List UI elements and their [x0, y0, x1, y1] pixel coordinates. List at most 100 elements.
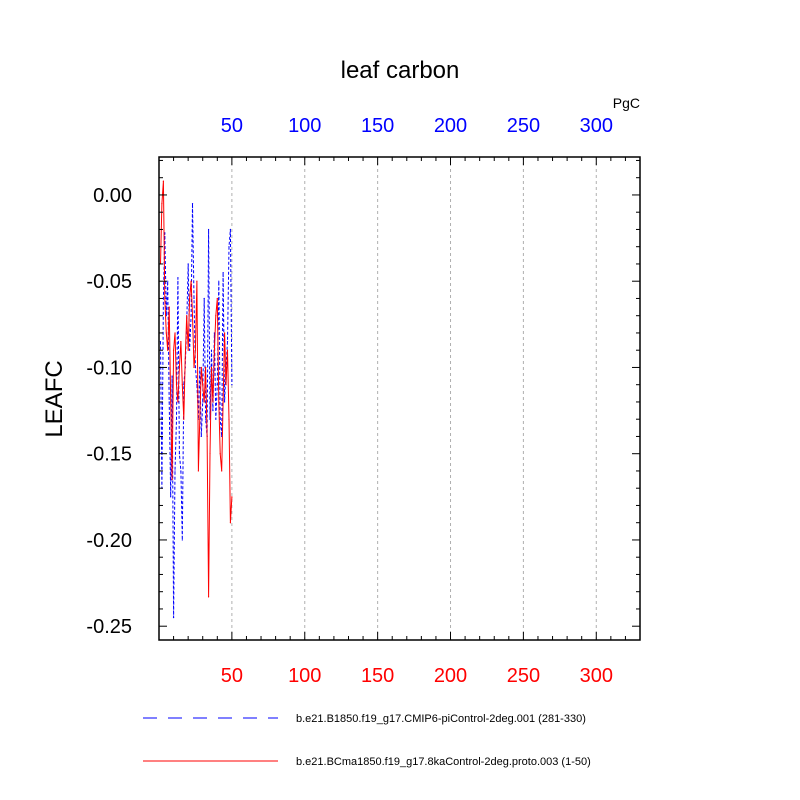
series-0-point: [168, 401, 170, 403]
series-0-point: [222, 271, 224, 274]
series-1-point: [231, 496, 233, 498]
series-1-point: [222, 401, 224, 403]
series-1-point: [225, 384, 227, 386]
series-1-point: [177, 401, 179, 403]
series-1-point: [183, 418, 185, 420]
series-1-point: [228, 418, 230, 420]
series-0-point: [205, 418, 207, 420]
series-1-point: [184, 358, 186, 360]
series-1-point: [218, 401, 220, 403]
legend: b.e21.B1850.f19_g17.CMIP6-piControl-2deg…: [143, 713, 591, 768]
series-0-point: [223, 401, 226, 403]
series-0-point: [226, 340, 229, 343]
series-0-point: [196, 384, 198, 386]
series-1-point: [181, 384, 183, 386]
legend-label-1: b.e21.BCma1850.f19_g17.8kaControl-2deg.p…: [296, 756, 591, 768]
series-0-point: [219, 418, 221, 420]
series-1-point: [197, 470, 199, 472]
series-0-point: [218, 280, 220, 282]
series-0-point: [199, 366, 201, 369]
x-tick-label-top: 200: [434, 115, 467, 137]
y-tick-label: -0.15: [86, 444, 132, 466]
series-0-point: [177, 277, 179, 279]
series-0-point: [212, 409, 214, 412]
series-0-point: [171, 375, 173, 377]
series-0-point: [202, 401, 204, 403]
x-tick-label-top: 250: [507, 115, 540, 137]
x-tick-label-bottom: 300: [580, 665, 613, 687]
series-0-point: [178, 453, 181, 455]
series-1-point: [172, 349, 175, 351]
x-tick-label-bottom: 100: [288, 665, 321, 687]
series-0-point: [174, 470, 176, 472]
y-axis-label: LEAFC: [41, 360, 68, 437]
series-1-point: [213, 349, 215, 351]
series-1-point: [180, 340, 182, 343]
series-0-point: [175, 418, 178, 420]
series-1-point: [161, 202, 163, 205]
series-1-point: [199, 418, 201, 420]
y-tick-label: 0.00: [93, 185, 132, 207]
series-1-point: [206, 435, 208, 438]
x-tick-label-bottom: 150: [361, 665, 394, 687]
series-1-point: [196, 280, 198, 282]
series-0-point: [180, 470, 182, 472]
series-0-point: [194, 366, 197, 369]
series-1-point: [210, 366, 213, 369]
series-0-point: [172, 616, 175, 619]
x-tick-label-bottom: 250: [507, 665, 540, 687]
series-0-point: [162, 297, 164, 300]
series-1-point: [229, 522, 232, 524]
series-1-point: [215, 315, 217, 317]
series-0-point: [228, 246, 230, 248]
series-1-point: [165, 332, 167, 334]
series-1-point: [209, 453, 211, 455]
series-lines: [159, 180, 233, 619]
series-0-point: [203, 297, 205, 300]
axis-tick-labels: 50 50 100 100 150 150 200 200 250 250 300 300 0.00 -0…: [86, 115, 613, 687]
x-tick-label-bottom: 200: [434, 665, 467, 687]
series-0-point: [187, 263, 189, 265]
y-tick-label: -0.20: [86, 530, 132, 552]
series-0-point: [181, 539, 183, 541]
series-0-point: [210, 349, 213, 351]
series-1-point: [221, 470, 223, 472]
series-1-point: [187, 349, 189, 351]
series-1-point: [216, 297, 218, 300]
series-1-point: [207, 596, 210, 598]
series-1-point: [194, 349, 197, 351]
x-tick-label-top: 150: [361, 115, 394, 137]
x-tick-label-top: 100: [288, 115, 321, 137]
series-1-point: [168, 306, 170, 308]
series-0-point: [229, 228, 232, 231]
series-1-point: [219, 453, 221, 455]
legend-label-0: b.e21.B1850.f19_g17.CMIP6-piControl-2deg…: [296, 713, 586, 725]
series-1-point: [193, 366, 195, 369]
series-0-point: [231, 384, 233, 386]
series-1-point: [178, 366, 181, 369]
series-1-point: [226, 349, 229, 351]
series-0-point: [164, 232, 166, 234]
chart-title: leaf carbon: [341, 57, 460, 84]
plot-frame: [158, 156, 641, 641]
units-label: PgC: [613, 95, 640, 111]
grid-lines: [231, 157, 597, 640]
series-1-point: [203, 401, 205, 403]
series-line-1: [160, 180, 233, 598]
series-1-point: [175, 384, 178, 386]
series-1-point: [170, 401, 172, 403]
series-0-point: [190, 315, 192, 317]
x-tick-label-bottom: 50: [221, 665, 243, 687]
series-0-point: [183, 384, 185, 386]
x-tick-label-top: 50: [221, 115, 243, 137]
y-tick-label: -0.05: [86, 271, 132, 293]
series-0-point: [207, 228, 210, 231]
x-tick-label-top: 300: [580, 115, 613, 137]
series-0-point: [189, 349, 191, 351]
series-1-point: [190, 280, 192, 282]
y-tick-label: -0.25: [86, 616, 132, 638]
series-0-point: [215, 418, 217, 420]
series-1-point: [202, 384, 204, 386]
